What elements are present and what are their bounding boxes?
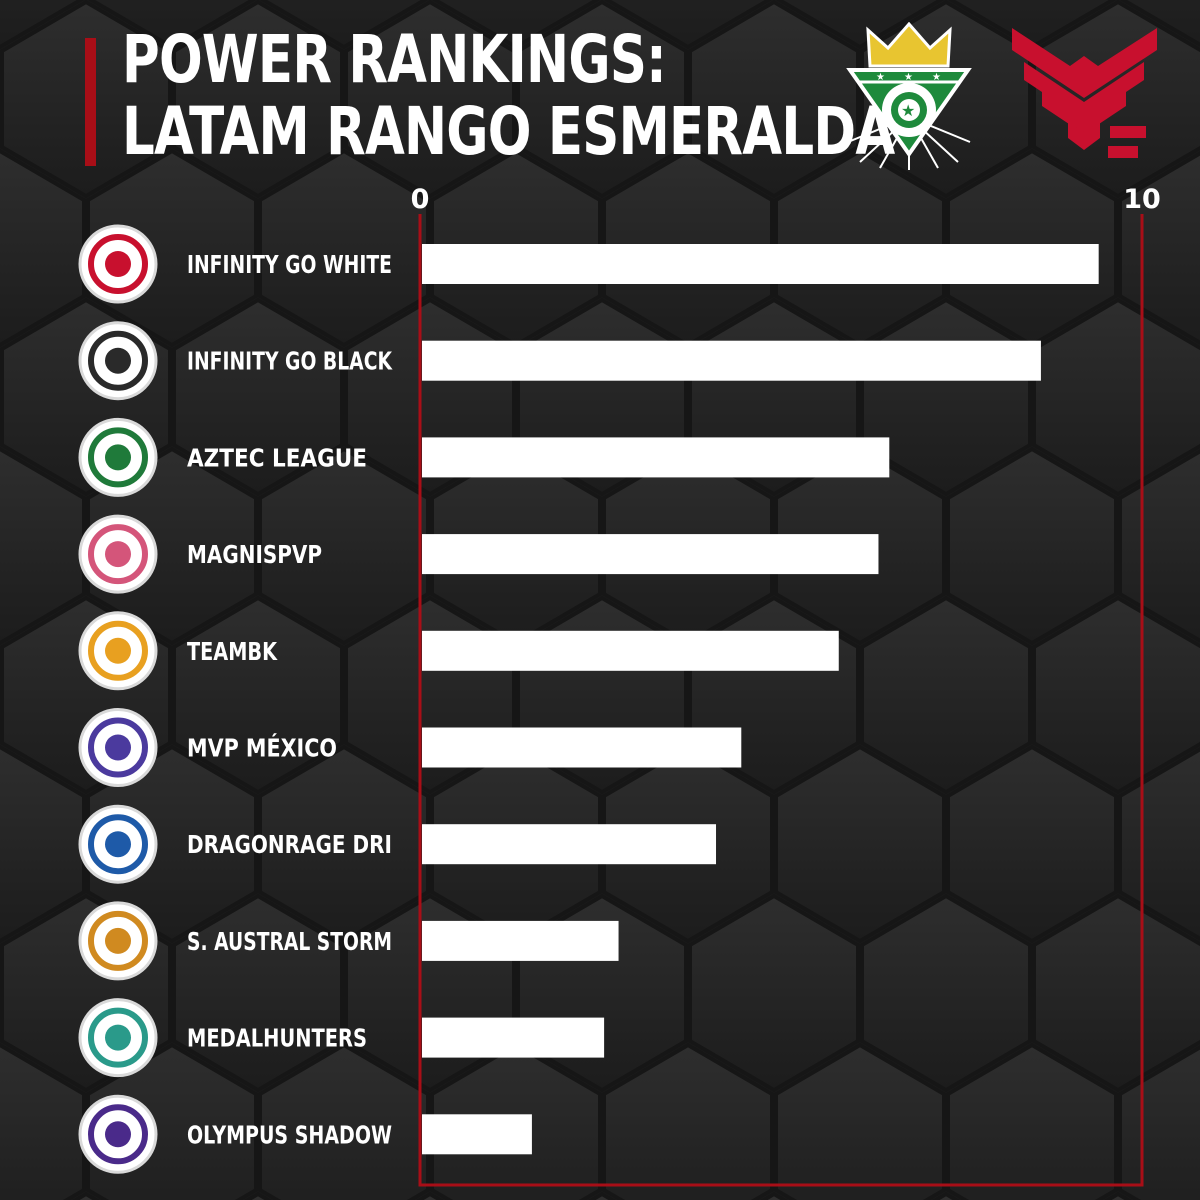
- bar: [422, 1114, 532, 1155]
- team-label: TEAMBK: [187, 637, 278, 666]
- axis-frame: [418, 214, 1144, 1187]
- dragonrage-logo-icon: [78, 804, 158, 884]
- bar: [422, 340, 1041, 381]
- bar: [422, 920, 619, 961]
- title-accent-bar: [85, 38, 96, 166]
- team-label: INFINITY GO BLACK: [187, 347, 393, 376]
- bar: [422, 727, 742, 768]
- title-line-2: LATAM RANGO ESMERALDA: [122, 93, 895, 170]
- red-chevron-wings-logo: [1012, 28, 1157, 158]
- teambk-logo-icon: [78, 611, 158, 691]
- bar: [422, 534, 879, 575]
- medalhunters-logo-icon: [78, 998, 158, 1078]
- svg-text:★: ★: [904, 72, 913, 83]
- bar: [422, 630, 839, 671]
- bar: [422, 437, 890, 478]
- team-label: MEDALHUNTERS: [187, 1024, 367, 1053]
- infinity-white-logo-icon: [78, 224, 158, 304]
- team-label: S. AUSTRAL STORM: [187, 927, 392, 956]
- mvp-mexico-logo-icon: [78, 708, 158, 787]
- olympus-logo-icon: [78, 1094, 158, 1174]
- aztec-league-logo-icon: [78, 417, 158, 497]
- team-label: AZTEC LEAGUE: [187, 443, 367, 472]
- team-label: DRAGONRAGE DRI: [187, 830, 392, 859]
- bar: [422, 1017, 605, 1058]
- emerald-shield-crown-logo: ★ ★ ★ ★: [846, 22, 972, 170]
- svg-text:★: ★: [932, 72, 941, 83]
- svg-text:★: ★: [901, 101, 915, 120]
- austral-storm-logo-icon: [78, 901, 158, 981]
- title-line-1: POWER RANKINGS:: [122, 21, 667, 98]
- page-title: POWER RANKINGS: LATAM RANGO ESMERALDA: [122, 21, 895, 170]
- infinity-black-logo-icon: [78, 321, 158, 401]
- team-label: MAGNISPVP: [187, 540, 322, 569]
- team-label: INFINITY GO WHITE: [187, 250, 392, 279]
- x-tick-label: 10: [1123, 184, 1161, 215]
- x-tick-label: 0: [411, 184, 430, 215]
- bar: [422, 244, 1099, 284]
- svg-text:★: ★: [876, 72, 885, 83]
- magnispvp-logo-icon: [78, 514, 158, 594]
- team-label: OLYMPUS SHADOW: [187, 1120, 392, 1149]
- bar: [422, 824, 717, 865]
- team-label: MVP MÉXICO: [187, 734, 337, 763]
